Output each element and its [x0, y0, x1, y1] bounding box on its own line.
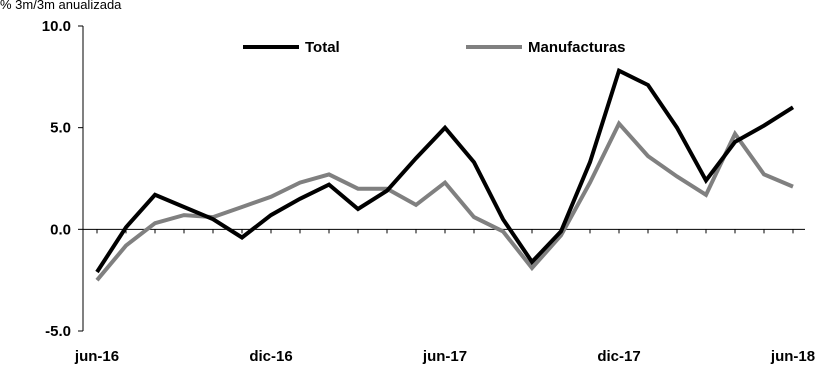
axes: -5.0 0.0 5.0 10.0 jun-16 dic-16 jun-17 dic-17 ju… [42, 18, 815, 365]
series-line-total [95, 67, 795, 274]
legend: Total Manufacturas [243, 39, 626, 56]
legend-label: Manufacturas [528, 39, 626, 56]
series-group [95, 67, 795, 282]
y-axis-label: % 3m/3m anualizada [0, 0, 122, 12]
x-tick-label: jun-18 [770, 348, 815, 365]
x-tick-label: dic-16 [249, 348, 292, 365]
legend-label: Total [305, 39, 340, 56]
y-tick-label: 5.0 [50, 120, 71, 137]
y-tick-label: -5.0 [45, 323, 71, 340]
y-tick-label: 0.0 [50, 221, 71, 238]
x-tick-label: jun-16 [74, 348, 119, 365]
y-tick-label: 10.0 [42, 18, 71, 35]
x-tick-label: dic-17 [597, 348, 640, 365]
x-tick-label: jun-17 [422, 348, 467, 365]
